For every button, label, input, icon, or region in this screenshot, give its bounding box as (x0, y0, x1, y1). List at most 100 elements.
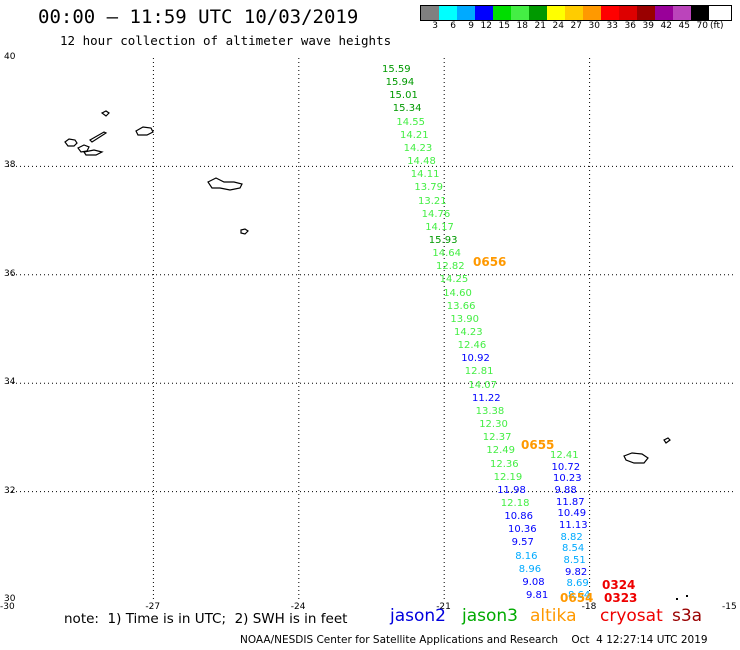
legend-label: 36 (624, 21, 636, 31)
pass-time-label: 0324 (602, 578, 636, 592)
wave-height-label: 14.21 (400, 129, 429, 141)
island-santa-maria (240, 228, 249, 235)
legend-label: 15 (498, 21, 510, 31)
note-text: note: 1) Time is in UTC; 2) SWH is in fe… (64, 611, 348, 627)
wave-height-label: 12.19 (493, 471, 523, 483)
island-flores (64, 138, 78, 147)
legend-swatch (565, 6, 583, 20)
wave-height-label: 14.48 (407, 156, 436, 168)
legend-label: 24 (552, 21, 564, 31)
pass-time-label: 0656 (473, 255, 507, 269)
wave-height-label: 8.54 (562, 543, 585, 555)
wave-height-label: 13.79 (414, 182, 444, 194)
wave-height-label: 13.90 (450, 313, 480, 325)
island-sao-miguel (207, 177, 243, 191)
legend-swatch (439, 6, 457, 20)
wave-height-label: 13.21 (418, 195, 447, 207)
legend-swatch (529, 6, 547, 20)
wave-height-label: 12.49 (486, 445, 516, 457)
wave-height-label: 11.98 (497, 484, 526, 496)
legend-label: 45 (678, 21, 690, 31)
wave-height-label: 11.22 (472, 392, 501, 404)
wave-height-label: 10.49 (557, 508, 587, 520)
y-tick-label: 30 (4, 594, 16, 604)
wave-height-label: 8.64 (568, 590, 591, 601)
x-tick-label: -27 (145, 602, 161, 612)
legend-swatch (601, 6, 619, 20)
y-tick-label: 32 (4, 485, 16, 496)
wave-height-label: 15.59 (382, 64, 411, 75)
wave-height-label: 15.34 (392, 103, 422, 115)
page-title: 00:00 – 11:59 UTC 10/03/2019 (38, 6, 359, 28)
x-tick-label: -24 (290, 602, 306, 612)
legend-label: (ft) (710, 21, 724, 31)
legend-label: 30 (588, 21, 600, 31)
wave-height-label: 12.37 (482, 432, 512, 444)
wave-height-label: 12.18 (500, 497, 530, 509)
y-tick-label: 38 (4, 160, 16, 171)
wave-height-label: 12.36 (490, 458, 519, 470)
legend-swatch (673, 6, 691, 20)
x-tick-label: -30 (0, 602, 15, 612)
x-tick-label: -15 (722, 602, 737, 612)
lat-lon-grid (8, 58, 735, 600)
sat-label-s3a: s3a (672, 606, 703, 626)
legend-label: 42 (660, 21, 672, 31)
wave-height-label: 9.88 (554, 485, 577, 496)
legend-swatch (619, 6, 637, 20)
wave-height-label: 13.38 (475, 405, 505, 417)
wave-height-label: 15.94 (385, 77, 415, 89)
wave-height-label: 14.17 (425, 221, 454, 233)
wave-height-label: 12.81 (464, 366, 494, 378)
legend-swatch (493, 6, 511, 20)
legend-label: 6 (450, 21, 456, 31)
island-sao-jorge (89, 131, 108, 143)
page-subtitle: 12 hour collection of altimeter wave hei… (60, 33, 392, 48)
wave-height-label: 14.11 (410, 169, 440, 181)
wave-height-label: 9.08 (522, 576, 545, 588)
wave-height-label: 12.46 (457, 340, 487, 352)
wave-height-label: 12.82 (436, 261, 465, 273)
y-tick-label: 36 (4, 268, 16, 279)
wave-height-label: 14.60 (443, 287, 472, 299)
wave-height-label: 14.64 (432, 248, 462, 260)
wave-height-label: 8.82 (560, 531, 583, 543)
wave-height-label: 10.92 (461, 353, 490, 365)
legend-swatch (421, 6, 439, 20)
legend-label: 21 (534, 21, 546, 31)
legend-swatch (583, 6, 601, 20)
legend-swatch (637, 6, 655, 20)
wave-height-label: 15.01 (389, 90, 418, 102)
legend-label: 12 (480, 21, 492, 31)
legend-swatch (655, 6, 673, 20)
wave-height-label: 12.30 (479, 419, 508, 431)
wave-height-label: 12.41 (550, 450, 579, 461)
legend-swatches (420, 5, 732, 21)
wave-height-label: 13.66 (446, 300, 476, 312)
island-graciosa (100, 110, 110, 117)
wave-height-label: 14.23 (403, 142, 433, 154)
wave-height-label: 14.23 (454, 327, 483, 338)
legend-label: 33 (606, 21, 618, 31)
wave-height-label: 8.16 (515, 550, 538, 562)
island-terceira (135, 126, 154, 136)
legend-swatch (547, 6, 565, 20)
wave-height-label: 11.87 (556, 496, 585, 508)
wave-height-label: 14.07 (468, 379, 498, 391)
coastlines (64, 110, 688, 600)
legend-label: 39 (642, 21, 654, 31)
wave-height-label: 10.72 (551, 461, 581, 473)
sat-label-altika: altika (530, 606, 577, 626)
sat-label-jason2: jason2 (390, 606, 446, 626)
legend-labels: 3 6 9 12 15 18 21 24 27 30 33 36 39 42 45 70 (ft) (420, 21, 732, 32)
island-faial (77, 144, 90, 153)
y-tick-label: 34 (4, 377, 16, 388)
legend-label: 3 (432, 21, 438, 31)
island-porto-santo (663, 437, 671, 444)
wave-height-label: 9.82 (565, 566, 588, 578)
wave-height-label: 14.25 (439, 274, 469, 286)
legend-swatch (511, 6, 529, 20)
pass-time-label: 0655 (521, 438, 555, 452)
pass-time-label: 0323 (604, 591, 638, 605)
wave-height-label: 14.55 (396, 116, 426, 128)
